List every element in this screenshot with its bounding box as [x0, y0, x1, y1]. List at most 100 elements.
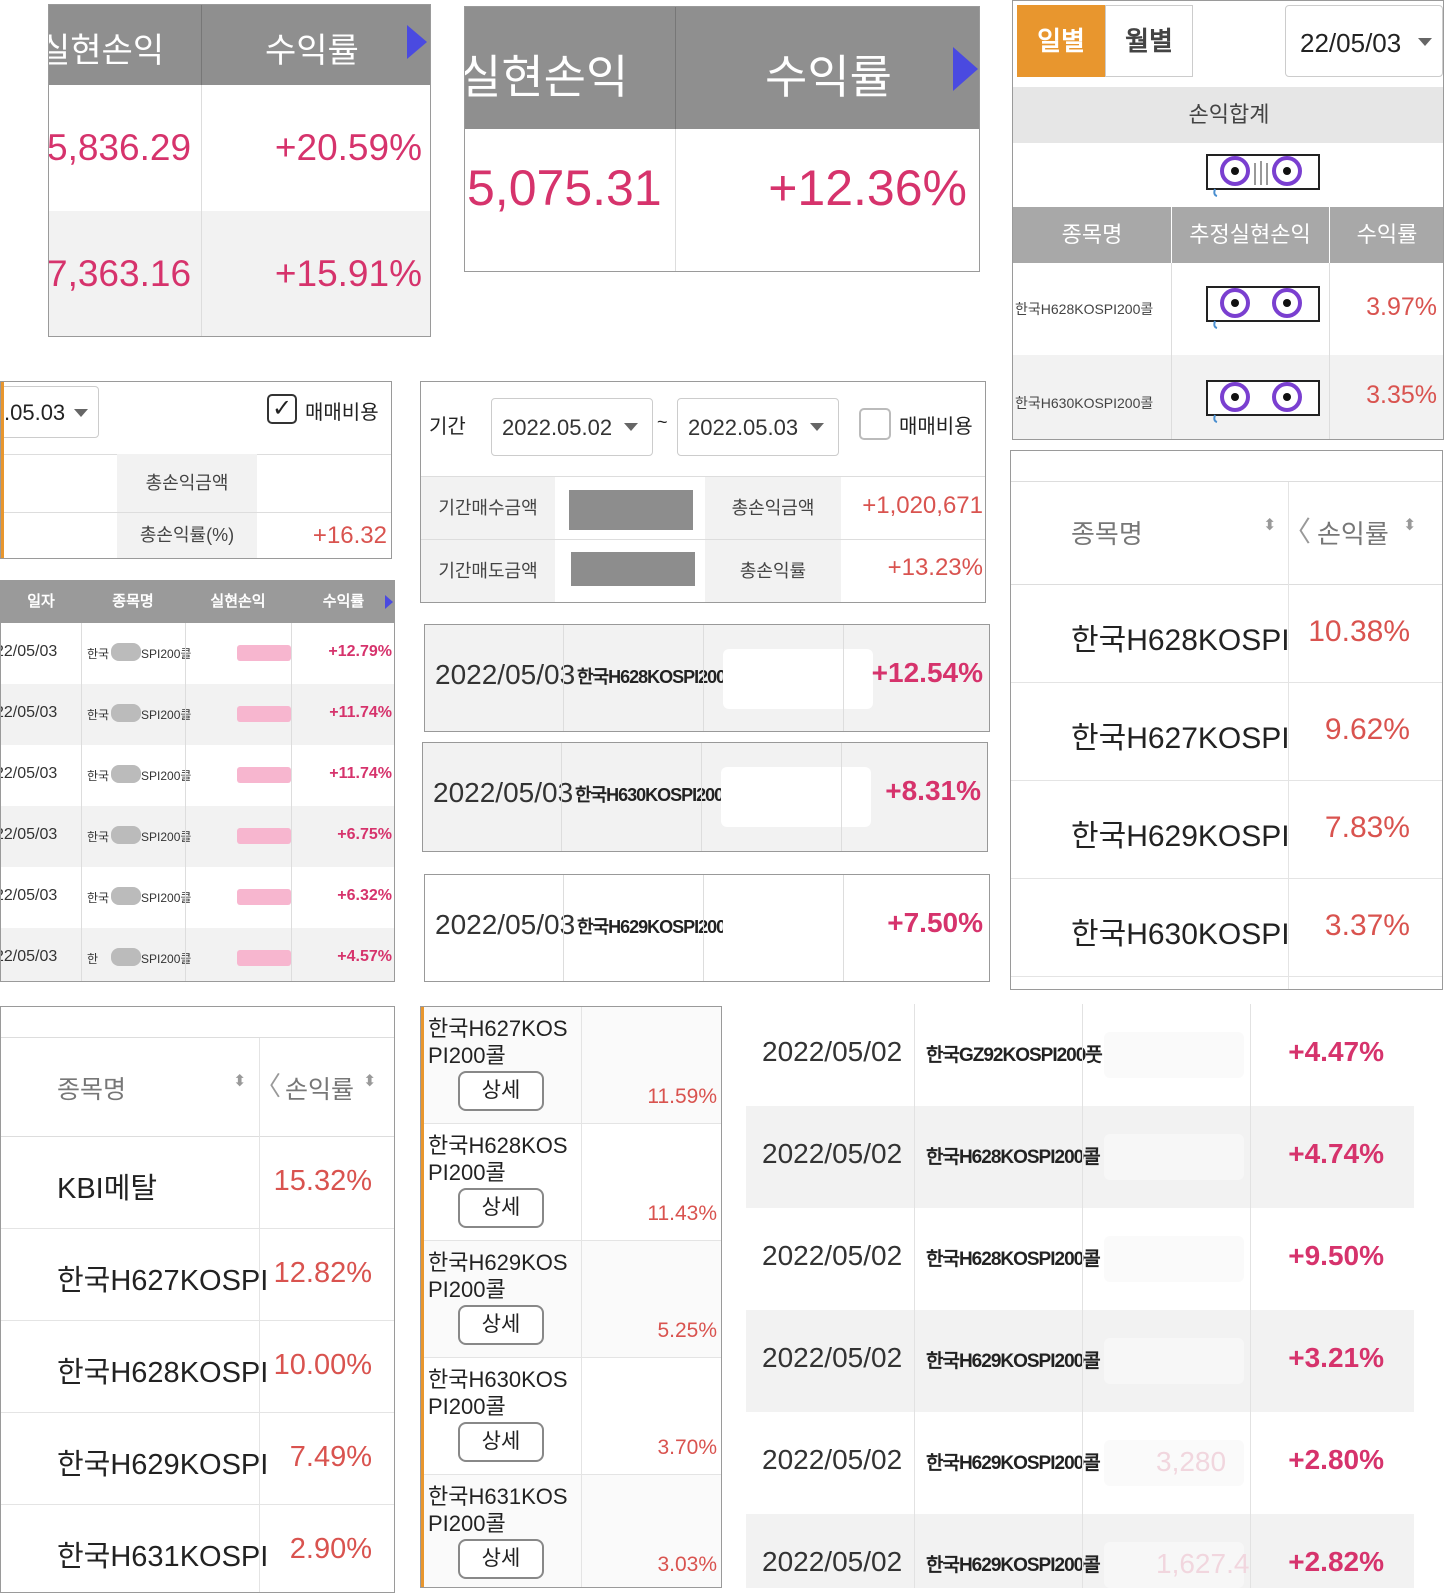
table-row: 7,363.16 +15.91%	[49, 211, 430, 336]
checkbox-empty-icon[interactable]	[859, 408, 891, 440]
trade-date: 22/05/03	[0, 643, 58, 660]
ranking-panel-1: 종목명 ⬍ 〈 손익률 ⬍ 한국H628KOSPI 10.38% 한국H627KOS…	[1010, 450, 1443, 990]
table-row[interactable]: 2022/05/02 한국H629KOSPI200콜 +3.21%	[746, 1310, 1414, 1412]
profit-rate-value: 3.70%	[657, 1436, 717, 1459]
to-date-dropdown[interactable]: 2022.05.03	[677, 398, 839, 456]
detail-button[interactable]: 상세	[458, 1071, 544, 1111]
return-rate-value: +12.36%	[768, 160, 967, 216]
list-item[interactable]: 한국H627KOSPI 12.82%	[1, 1229, 394, 1321]
tab-monthly[interactable]: 월별	[1105, 5, 1193, 77]
list-item[interactable]: 한국H627KOS PI200콜 상세 11.59%	[424, 1007, 721, 1124]
chevron-left-icon[interactable]: 〈	[1283, 516, 1312, 547]
stock-name: 한국H628KOSPI200콜	[577, 667, 742, 687]
sort-icon[interactable]: ⬍	[1263, 517, 1277, 534]
table-row[interactable]: 2022/05/03 한국H630KOSPI200콜 +8.31%	[422, 742, 988, 852]
header-stock-name[interactable]: 종목명	[57, 1076, 127, 1104]
table-row[interactable]: 2022/05/02 한국H628KOSPI200콜 +9.50%	[746, 1208, 1414, 1310]
stock-name: 한국H627KOSPI	[57, 1265, 269, 1297]
right-triangle-icon[interactable]	[407, 25, 427, 59]
date-dropdown[interactable]: 22/05/03	[1285, 5, 1443, 77]
list-item[interactable]: 한국H628KOS PI200콜 상세 11.43%	[424, 1124, 721, 1241]
stock-name-prefix: 한국	[87, 830, 110, 844]
table-header: 실현손익 수익률	[465, 7, 979, 129]
list-item[interactable]: 한국H631KOSPI 2.90%	[1, 1505, 394, 1592]
sort-icon[interactable]: ⬍	[363, 1073, 377, 1090]
column-divider	[563, 875, 564, 981]
table-row[interactable]: 한국H628KOSPI200콜 3.97%	[1013, 263, 1443, 355]
column-divider	[1082, 1310, 1083, 1412]
return-rate-value: +15.91%	[274, 253, 422, 294]
list-item[interactable]: 한국H628KOSPI 10.38%	[1011, 585, 1442, 683]
tab-daily[interactable]: 일별	[1017, 5, 1105, 77]
stock-name-line2: PI200콜	[428, 1160, 506, 1185]
blurred-name	[111, 826, 141, 844]
sort-icon[interactable]: ⬍	[1403, 517, 1417, 534]
header-stock-name: 종목명	[1061, 222, 1123, 247]
sort-icon[interactable]: ⬍	[233, 1073, 247, 1090]
profit-rate-value: 5.25%	[657, 1319, 717, 1342]
detail-button[interactable]: 상세	[458, 1305, 544, 1345]
detail-button[interactable]: 상세	[458, 1422, 544, 1462]
from-date-dropdown[interactable]: 2022.05.02	[491, 398, 653, 456]
stock-name: 한국H630KOSPI200콜	[1015, 395, 1154, 411]
list-item[interactable]: 한국H630KOS PI200콜 상세 3.70%	[424, 1358, 721, 1475]
total-rate-label: 총손익률(%)	[117, 513, 257, 558]
table-row: 5,836.29 +20.59%	[49, 85, 430, 211]
table-row[interactable]: 2022/05/03 한국H629KOSPI200콜 +7.50%	[424, 874, 990, 982]
list-item[interactable]: 한국H627KOSPI 9.62%	[1011, 683, 1442, 781]
list-item[interactable]: 한국H628KOSPI 10.00%	[1, 1321, 394, 1413]
blurred-pl	[1104, 1338, 1244, 1384]
table-row[interactable]: 22/05/03 한국 SPI200콜 +11.74%	[1, 745, 394, 806]
table-row[interactable]: 2022/05/02 한국H629KOSPI200콜 1,627.4 +2.82%	[746, 1514, 1414, 1588]
dropdown-caret-icon	[810, 423, 824, 431]
stock-name: 한국H628KOSPI	[57, 1357, 269, 1389]
return-rate-value: +2.82%	[1288, 1546, 1384, 1577]
stock-name: 한국H630KOSPI200콜	[575, 785, 740, 805]
table-row[interactable]: 2022/05/02 한국GZ92KOSPI200풋 +4.47%	[746, 1004, 1414, 1106]
header-return-rate: 수익률	[265, 32, 359, 70]
column-divider	[81, 623, 82, 981]
return-rate-value: +7.50%	[887, 907, 983, 938]
stock-name-suffix: SPI200콜	[141, 647, 192, 661]
list-item[interactable]: 한국H631KOS PI200콜 상세 3.03%	[424, 1475, 721, 1587]
header-profit-rate[interactable]: 손익률	[285, 1076, 355, 1104]
header-profit-rate[interactable]: 손익률	[1317, 519, 1389, 549]
blurred-pl	[1104, 1236, 1244, 1282]
column-divider	[563, 625, 564, 731]
checkbox-checked-icon[interactable]: ✓	[267, 394, 297, 424]
profit-panel-1: 실현손익 수익률 5,836.29 +20.59% 7,363.16 +15.9…	[48, 4, 431, 337]
stock-name: 한국H629KOSPI200콜	[926, 1351, 1101, 1372]
table-row[interactable]: 2022/05/02 한국H629KOSPI200콜 3,280 +2.80%	[746, 1412, 1414, 1514]
table-header: 일자 종목명 실현손익 수익률	[1, 581, 394, 623]
list-item[interactable]: 한국H629KOSPI 7.83%	[1011, 781, 1442, 879]
table-row[interactable]: 한국H630KOSPI200콜 3.35%	[1013, 355, 1443, 439]
header-stock-name[interactable]: 종목명	[1071, 519, 1143, 549]
list-item[interactable]: KBI메탈 15.32%	[1, 1137, 394, 1229]
date-value: 22/05/03	[1300, 28, 1402, 58]
table-row[interactable]: 2022/05/03 한국H628KOSPI200콜 +12.54%	[424, 624, 990, 732]
date-dropdown[interactable]: .05.03	[1, 386, 99, 438]
right-triangle-icon[interactable]	[953, 47, 978, 91]
table-header: 실현손익 수익률	[49, 5, 430, 85]
table-row[interactable]: 22/05/03 한국 SPI200콜 +6.32%	[1, 867, 394, 928]
stock-name-prefix: 한국	[87, 647, 110, 661]
list-item[interactable]: 한국H629KOS PI200콜 상세 5.25%	[424, 1241, 721, 1358]
right-triangle-icon[interactable]	[385, 595, 393, 609]
realized-pl-value: 5,075.31	[467, 160, 662, 216]
table-row[interactable]: 22/05/03 한국 SPI200콜 +6.75%	[1, 806, 394, 867]
detail-button[interactable]: 상세	[458, 1539, 544, 1579]
table-row[interactable]: 22/05/03 한국 SPI200콜 +12.79%	[0, 623, 394, 684]
profit-rate-value: 10.38%	[1308, 615, 1410, 648]
list-item[interactable]: 한국H630KOSPI 3.37%	[1011, 879, 1442, 977]
table-row[interactable]: 2022/05/02 한국H628KOSPI200콜 +4.74%	[746, 1106, 1414, 1208]
table-row[interactable]: 22/05/03 한국 SPI200콜 +11.74%	[1, 684, 394, 745]
detail-button[interactable]: 상세	[458, 1188, 544, 1228]
list-item[interactable]: 한국H629KOSPI 7.49%	[1, 1413, 394, 1505]
column-divider	[1082, 1412, 1083, 1514]
column-divider	[291, 623, 292, 981]
profit-rate-value: 9.62%	[1324, 713, 1410, 746]
stock-name-prefix: 한국	[87, 769, 110, 783]
table-row[interactable]: 22/05/03 한 SPI200콜 +4.57%	[1, 928, 394, 981]
total-pl-panel: .05.03 ✓ 매매비용 총손익금액 총손익률(%) +16.32	[0, 381, 392, 559]
column-divider	[841, 743, 842, 851]
